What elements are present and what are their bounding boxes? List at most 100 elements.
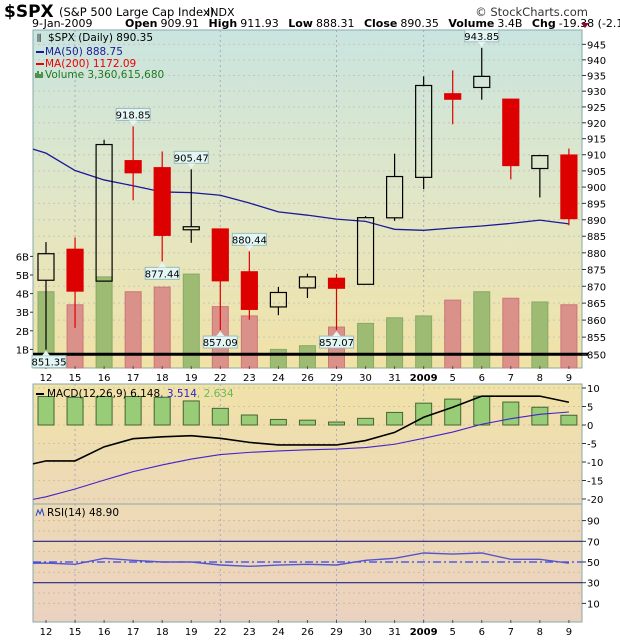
close-label: Close	[364, 17, 397, 30]
brand-logo[interactable]: © StockCharts.com	[475, 5, 588, 19]
legend-macd-histogram: , 2.634	[197, 388, 234, 400]
date-label: 29	[330, 373, 343, 384]
price-tick-label: 885	[587, 232, 606, 243]
rsi-line	[32, 552, 569, 568]
macd-line	[32, 395, 570, 465]
volume-tick-label: 6B	[16, 252, 29, 263]
date-label: 19	[185, 627, 198, 638]
volume-label: Volume	[448, 17, 494, 30]
candle-body	[37, 253, 55, 281]
date-label: 23	[243, 627, 256, 638]
macd-signal-line	[32, 411, 569, 500]
date-label: 23	[243, 373, 256, 384]
candle-body	[444, 93, 462, 100]
volume-bar	[153, 286, 171, 369]
macd-tick-label: -10	[587, 458, 603, 469]
price-annotation: 877.44	[144, 262, 180, 280]
volume-bars-icon	[35, 71, 43, 78]
price-annotation: 918.85	[116, 107, 151, 126]
candle-body	[240, 271, 258, 310]
volume-value: 3.4B	[497, 17, 522, 30]
open-label: Open	[125, 17, 158, 30]
price-tick-label: 915	[587, 135, 606, 146]
legend-macd: MACD(12,26,9) 6.148	[47, 388, 160, 400]
price-annotation: 905.47	[173, 150, 209, 169]
annotation-label: 905.47	[174, 153, 209, 164]
candlestick-icon: ⫼	[37, 33, 41, 44]
date-label: 6	[479, 627, 485, 638]
volume-bar	[415, 315, 433, 369]
macd-legend: MACD(12,26,9) 6.148, 3.514, 2.634	[36, 388, 234, 400]
candle-body	[211, 228, 229, 282]
price-legend: ⫼ $SPX (Daily) 890.35 MA(50) 888.75 MA(2…	[35, 32, 164, 81]
high-label: High	[209, 17, 238, 30]
down-arrow-icon	[581, 23, 589, 28]
annotation-label: 851.35	[32, 358, 67, 369]
macd-tick-label: -20	[587, 495, 603, 506]
ma200-swatch-icon	[36, 63, 44, 65]
annotation-pointer	[158, 262, 167, 268]
date-label: 2009	[410, 373, 438, 384]
candle-body	[153, 167, 171, 236]
annotation-pointer	[187, 163, 196, 169]
price-tick-label: 910	[587, 151, 606, 162]
macd-histogram-bar	[95, 396, 113, 426]
date-label: 12	[40, 627, 53, 638]
date-label: 29	[330, 627, 343, 638]
legend-volume: Volume 3,360,615,680	[45, 69, 164, 81]
candle-body	[415, 84, 433, 178]
volume-bar	[444, 299, 462, 369]
legend-macd-signal: , 3.514	[160, 388, 197, 400]
macd-histogram-bar	[531, 406, 549, 426]
price-tick-label: 880	[587, 249, 606, 260]
annotation-pointer	[216, 330, 225, 336]
macd-histogram-bar	[124, 396, 142, 426]
annotation-label: 918.85	[116, 110, 151, 121]
volume-bar	[357, 322, 375, 369]
date-label: 15	[69, 627, 82, 638]
date-label: 17	[127, 627, 140, 638]
volume-tick-label: 5B	[16, 271, 29, 282]
macd-histogram-bar	[240, 414, 258, 426]
volume-bar	[298, 345, 316, 369]
date-label: 16	[98, 373, 111, 384]
date-label: 31	[388, 373, 401, 384]
rsi-tick-label: 10	[587, 599, 600, 610]
macd-histogram-bar	[269, 418, 287, 426]
date-label: 30	[359, 627, 372, 638]
date-label: 16	[98, 627, 111, 638]
price-annotation: 851.35	[31, 350, 67, 369]
candle-body	[531, 155, 549, 170]
chg-label: Chg	[532, 17, 556, 30]
ma50-swatch-icon	[36, 51, 44, 53]
annotation-label: 943.85	[464, 32, 499, 43]
date-label: 5	[450, 627, 456, 638]
candle-body	[327, 277, 346, 289]
date-label: 9	[566, 373, 572, 384]
macd-tick-label: 5	[587, 403, 593, 414]
volume-tick-label: 1B	[16, 345, 29, 356]
volume-bar	[386, 317, 404, 369]
date-label: 7	[508, 373, 514, 384]
volume-bar	[269, 348, 287, 369]
price-tick-label: 920	[587, 119, 606, 130]
volume-bar	[502, 297, 520, 369]
close-value: 890.35	[400, 17, 439, 30]
price-tick-label: 890	[587, 216, 606, 227]
price-tick-label: 865	[587, 299, 606, 310]
date-label: 9	[566, 627, 572, 638]
annotation-label: 877.44	[145, 269, 180, 280]
candle-body	[560, 154, 578, 220]
annotation-label: 857.09	[203, 338, 238, 349]
candle-body	[95, 143, 113, 282]
rsi-icon	[35, 507, 45, 517]
volume-bar	[240, 315, 258, 369]
price-tick-label: 930	[587, 87, 606, 98]
price-annotation: 943.85	[464, 29, 500, 47]
annotation-label: 857.07	[319, 338, 354, 349]
macd-histogram-bar	[502, 401, 520, 426]
macd-tick-label: -5	[587, 440, 597, 451]
date-label: 30	[359, 373, 372, 384]
volume-bar	[560, 304, 578, 369]
annotation-label: 880.44	[232, 235, 267, 246]
